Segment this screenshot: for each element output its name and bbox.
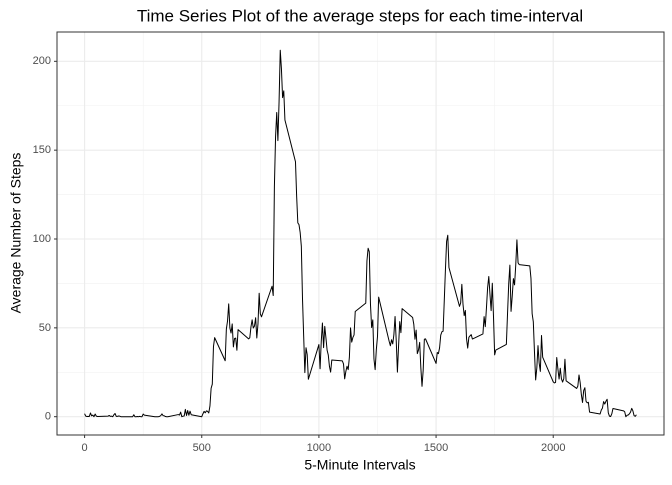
y-tick-label: 50 xyxy=(39,322,51,334)
x-tick-label: 0 xyxy=(82,442,88,454)
x-tick-label: 1000 xyxy=(307,442,331,454)
data-line xyxy=(84,49,637,418)
y-axis-label: Average Number of Steps xyxy=(8,153,24,314)
x-axis-label: 5-Minute Intervals xyxy=(304,457,415,473)
y-tick-label: 200 xyxy=(33,55,51,67)
panel-border xyxy=(56,31,665,436)
x-tick-label: 500 xyxy=(193,442,211,454)
y-tick-label: 0 xyxy=(45,411,51,423)
x-tick-label: 2000 xyxy=(541,442,565,454)
y-tick-label: 100 xyxy=(33,233,51,245)
y-tick-label: 150 xyxy=(33,144,51,156)
x-tick-label: 1500 xyxy=(424,442,448,454)
chart-title: Time Series Plot of the average steps fo… xyxy=(137,6,583,25)
